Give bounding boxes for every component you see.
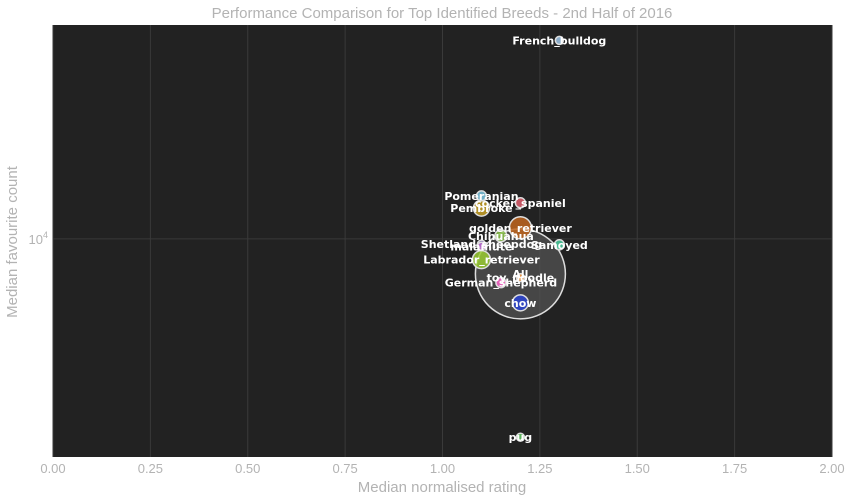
y-tick-label: 104 — [29, 230, 48, 247]
x-tick-label: 2.00 — [819, 461, 844, 476]
point-marker — [508, 216, 533, 240]
point-label: golden_retriever — [469, 222, 572, 235]
y-ticks: 104 — [29, 230, 48, 247]
point-label: Samoyed — [531, 239, 588, 252]
point-marker — [494, 229, 508, 243]
x-tick-label: 1.75 — [722, 461, 747, 476]
point-label: All — [512, 268, 528, 281]
point-label: malamute — [450, 240, 512, 253]
point-marker — [475, 190, 488, 202]
x-tick-label: 1.00 — [430, 461, 455, 476]
point-marker — [554, 35, 565, 46]
x-tick-label: 0.00 — [40, 461, 65, 476]
y-axis-label: Median favourite count — [4, 165, 21, 318]
point-marker — [476, 241, 487, 252]
point-label: Pomeranian — [444, 190, 518, 203]
point-marker — [495, 276, 507, 289]
point-labels: French_bulldog Pomeraniancocker_spanielPe… — [421, 34, 607, 444]
point-marker — [515, 272, 526, 283]
x-tick-label: 0.75 — [332, 461, 357, 476]
point-marker — [514, 197, 527, 209]
point-label: Shetland_sheepdog — [421, 238, 542, 251]
point-marker — [515, 432, 526, 442]
point-label: French_bulldog — [512, 34, 606, 47]
point-label: cocker_spaniel — [475, 197, 566, 210]
point-marker — [553, 239, 566, 251]
x-tick-label: 0.50 — [235, 461, 260, 476]
point-label: chow — [504, 297, 536, 310]
x-ticks: 0.00 0.25 0.50 0.75 1.00 1.25 1.50 1.75 2.00 — [40, 461, 844, 476]
x-axis-label: Median normalised rating — [358, 479, 526, 496]
point-label: Labrador_retriever — [423, 254, 540, 267]
chart-title: Performance Comparison for Top Identifie… — [212, 5, 673, 22]
x-tick-label: 1.25 — [527, 461, 552, 476]
x-tick-label: 1.50 — [625, 461, 650, 476]
point-label: toy_poodle — [487, 272, 555, 285]
point-label: Chihuahua — [468, 230, 534, 243]
point-marker — [511, 294, 530, 312]
point-label: Pembroke — [450, 202, 512, 215]
markers — [471, 35, 567, 442]
x-tick-label: 0.25 — [138, 461, 163, 476]
point-label: pug — [509, 431, 533, 444]
point-label: German_shepherd — [445, 277, 557, 290]
